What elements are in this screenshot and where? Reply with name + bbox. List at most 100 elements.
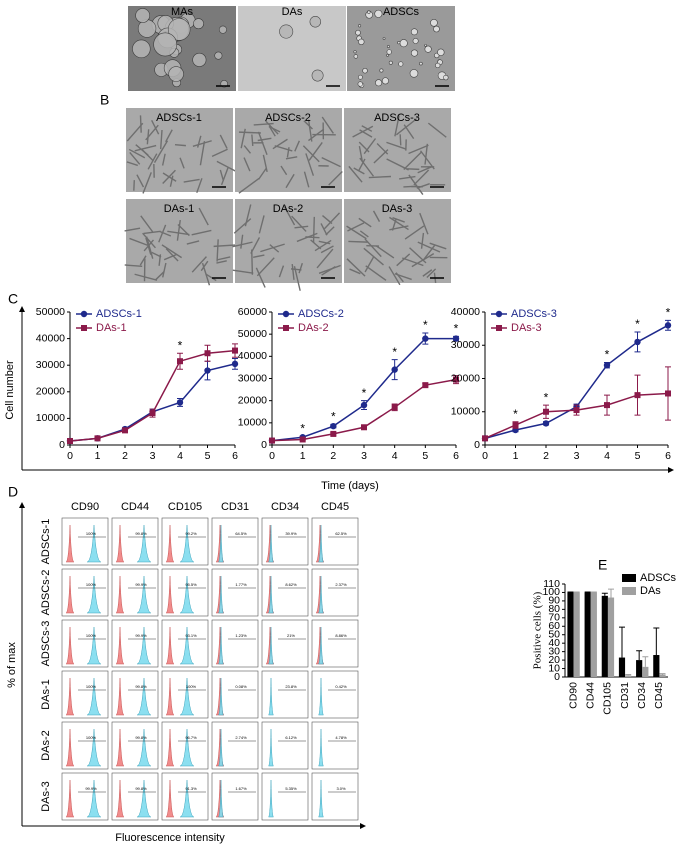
cell-shape (419, 62, 422, 65)
legend-label: ADSCs-1 (96, 308, 142, 320)
gate-percent: 99.9% (85, 786, 97, 791)
marker (67, 438, 73, 444)
marker (330, 423, 336, 429)
x-tick-label: 2 (543, 450, 549, 462)
marker (361, 402, 367, 408)
x-tick-label: 1 (95, 450, 101, 462)
y-tick-label: 20000 (238, 394, 267, 406)
marker (205, 350, 211, 356)
legend-marker (283, 325, 289, 331)
legend-marker (81, 311, 87, 317)
marker (391, 366, 397, 372)
gate-percent: 91.3% (185, 786, 197, 791)
significance-star: * (635, 317, 640, 331)
cell-shape (193, 53, 206, 66)
x-tick-label: 4 (392, 450, 398, 462)
cell-shape (389, 61, 392, 64)
cell-shape (279, 25, 292, 38)
x-tick-label: 6 (453, 450, 459, 462)
marker (665, 322, 671, 328)
significance-star: * (392, 345, 397, 359)
significance-star: * (178, 338, 183, 352)
gate-percent: 8.86% (335, 633, 347, 638)
marker (635, 392, 641, 398)
y-tick-label: 10000 (36, 412, 65, 424)
marker (422, 382, 428, 388)
bar (567, 592, 573, 677)
flow-panel (262, 773, 308, 820)
marker (634, 339, 640, 345)
y-axis-label: % of max (6, 642, 18, 688)
y-tick-label: 40000 (36, 332, 65, 344)
gate-percent: 100% (86, 582, 97, 587)
flow-panel (312, 722, 358, 769)
cell-shape (132, 40, 150, 58)
x-tick-label: 4 (604, 450, 610, 462)
cell-shape (215, 52, 222, 59)
x-axis-label: Time (days) (321, 480, 379, 492)
gate-percent: 2.74% (235, 735, 247, 740)
gate-percent: 5.35% (285, 786, 297, 791)
gate-percent: 0.42% (335, 684, 347, 689)
x-tick-label: 0 (482, 450, 488, 462)
bar (602, 596, 608, 677)
micrograph-title: DAs (282, 6, 303, 18)
error-bar (608, 589, 614, 597)
cell-shape (382, 78, 388, 84)
x-tick-label: CD34 (636, 682, 648, 709)
legend-label: DAs-3 (511, 322, 542, 334)
row-label: DAs-1 (40, 679, 52, 710)
x-tick-label: 5 (635, 450, 641, 462)
micrograph-title: DAs-3 (382, 203, 413, 215)
x-tick-label: 5 (422, 450, 428, 462)
cell-shape (358, 75, 362, 79)
y-tick-label: 40000 (451, 306, 480, 318)
cell-shape (219, 26, 226, 33)
x-axis-label: Fluorescence intensity (115, 832, 225, 844)
flow-panel (312, 671, 358, 718)
column-header: CD31 (221, 501, 249, 513)
cell-shape (380, 69, 383, 72)
gate-percent: 95.5% (185, 582, 197, 587)
significance-star: * (605, 348, 610, 362)
panel-letter: C (8, 291, 18, 307)
micrograph-title: DAs-1 (164, 203, 195, 215)
x-tick-label: 2 (330, 450, 336, 462)
cell-shape (356, 30, 361, 35)
gate-percent: 6.12% (285, 735, 297, 740)
cell-shape (375, 10, 382, 17)
legend-label: DAs-1 (96, 322, 127, 334)
cell-shape (435, 63, 440, 68)
cell-shape (367, 11, 370, 14)
cell-shape (136, 8, 150, 22)
cell-shape (358, 25, 360, 27)
gate-percent: 1.77% (235, 582, 247, 587)
micrograph-title: ADSCs-1 (156, 112, 202, 124)
cell-shape (348, 241, 367, 242)
legend-marker (283, 311, 289, 317)
marker (543, 420, 549, 426)
significance-star: * (544, 390, 549, 404)
x-tick-label: 3 (361, 450, 367, 462)
y-tick-label: 60000 (238, 306, 267, 318)
bar (574, 592, 580, 677)
gate-percent: 100% (86, 531, 97, 536)
cell-shape (252, 135, 253, 146)
column-header: CD44 (121, 501, 149, 513)
significance-star: * (362, 386, 367, 400)
x-tick-label: 2 (122, 450, 128, 462)
x-tick-label: CD31 (619, 682, 631, 709)
bar (659, 674, 665, 677)
series-line (70, 351, 235, 441)
error-bar (602, 593, 608, 596)
cell-shape (383, 37, 385, 39)
flow-panel (262, 671, 308, 718)
x-tick-label: CD105 (602, 682, 614, 715)
gate-percent: 1.67% (235, 786, 247, 791)
x-tick-label: 6 (665, 450, 671, 462)
cell-shape (375, 80, 381, 86)
x-tick-label: 1 (300, 450, 306, 462)
gate-percent: 62.5% (335, 531, 347, 536)
panel-letter: B (100, 92, 109, 108)
